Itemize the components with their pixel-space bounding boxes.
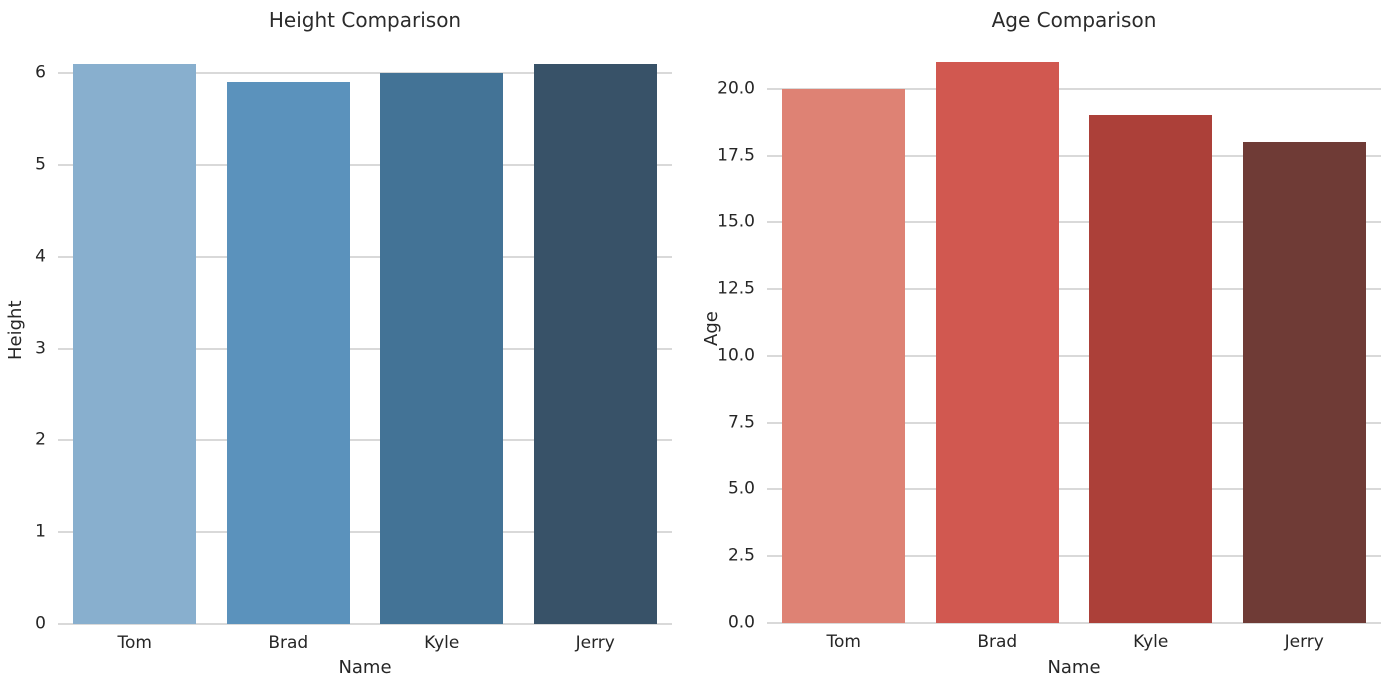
chart-title: Age Comparison	[991, 8, 1157, 32]
x-tick-label: Tom	[117, 633, 152, 653]
gridline	[767, 555, 1381, 558]
y-tick-label: 2	[35, 429, 46, 450]
gridline	[58, 255, 672, 258]
y-tick-label: 3	[35, 338, 46, 359]
y-tick-label: 10.0	[717, 345, 755, 366]
bar-kyle	[380, 73, 504, 624]
y-tick-label: 0.0	[727, 612, 755, 633]
y-tick-label: 6	[35, 62, 46, 83]
height-comparison-chart: Height Comparison Height 0 1 2 3 4 5 6 Tom Brad K…	[0, 0, 694, 690]
bar-kyle	[1089, 115, 1213, 623]
y-tick-label: 12.5	[717, 278, 755, 299]
x-tick-label: Tom	[826, 632, 861, 652]
gridline	[767, 488, 1381, 491]
gridline	[767, 87, 1381, 90]
bar-jerry	[533, 64, 657, 624]
bar-tom	[73, 64, 197, 624]
y-axis-label: Height	[5, 300, 26, 360]
gridline	[58, 439, 672, 442]
x-tick-label: Kyle	[424, 633, 460, 653]
gridline	[58, 72, 672, 75]
y-tick-label: 1	[35, 521, 46, 542]
gridline	[58, 163, 672, 166]
bar-brad	[226, 82, 350, 624]
x-tick-label: Jerry	[575, 633, 615, 653]
x-axis-label: Name	[338, 657, 392, 678]
y-tick-label: 20.0	[717, 78, 755, 99]
x-axis-label: Name	[1047, 657, 1101, 678]
x-tick-label: Brad	[268, 633, 309, 653]
age-comparison-chart: Age Comparison Age 0.0 2.5 5.0 7.5 10.0 12.5 1…	[694, 0, 1389, 690]
bar-brad	[935, 62, 1059, 623]
y-tick-label: 15.0	[717, 211, 755, 232]
y-tick-label: 17.5	[717, 145, 755, 166]
gridline	[767, 421, 1381, 424]
plot-area: 0 1 2 3 4 5 6 Tom Brad Kyle Jerry	[35, 36, 672, 652]
y-tick-label: 5.0	[727, 478, 755, 499]
gridline	[58, 347, 672, 350]
y-tick-label: 4	[35, 246, 46, 267]
chart-title: Height Comparison	[268, 8, 462, 32]
gridline	[58, 623, 672, 625]
plot-area: 0.0 2.5 5.0 7.5 10.0 12.5 15.0 17.5 20.0 Tom Brad K…	[717, 34, 1381, 651]
x-tick-label: Jerry	[1284, 632, 1324, 652]
x-tick-label: Brad	[977, 632, 1018, 652]
gridline	[767, 154, 1381, 157]
gridline	[767, 221, 1381, 224]
gridline	[58, 531, 672, 534]
gridline	[767, 354, 1381, 357]
bar-tom	[782, 88, 906, 623]
y-axis-label: Age	[701, 311, 722, 346]
x-tick-label: Kyle	[1133, 632, 1169, 652]
gridline	[767, 622, 1381, 624]
gridline	[767, 288, 1381, 291]
y-tick-label: 0	[35, 613, 46, 634]
y-tick-label: 7.5	[727, 412, 755, 433]
bar-jerry	[1242, 142, 1366, 623]
y-tick-label: 5	[35, 154, 46, 175]
y-tick-label: 2.5	[727, 545, 755, 566]
